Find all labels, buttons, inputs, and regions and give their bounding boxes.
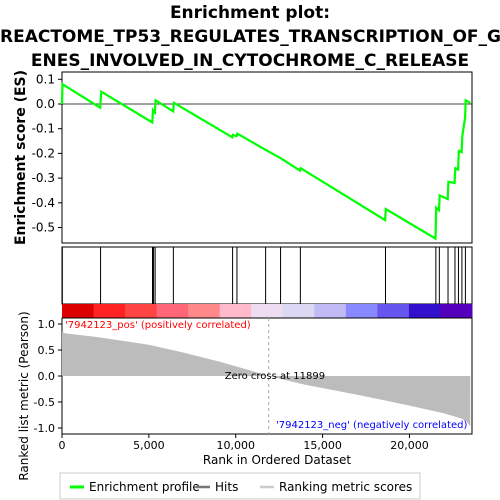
es-y-tick-label: -0.4 [32,196,55,210]
chart-title-line-1: Enrichment plot: [169,3,331,23]
colorbar-segment [282,304,315,318]
colorbar-segment [408,304,441,318]
hits-panel-frame [61,246,473,305]
x-tick-label: 20,000 [390,439,429,452]
enrichment-profile-line [60,82,471,241]
legend-box [59,472,421,500]
chart-title-line-3: ENES_INVOLVED_IN_CYTOCHROME_C_RELEASE [30,51,470,71]
es-y-axis-label: Enrichment score (ES) [13,70,29,245]
ranking-metric-area [62,331,471,427]
colorbar-segment [314,304,347,318]
legend-label: Ranking metric scores [279,480,412,494]
x-tick-label: 5,000 [133,439,165,452]
ranking-y-tick-label: -1.0 [34,422,55,435]
colorbar-segment [219,304,252,318]
x-tick-label: 10,000 [216,439,255,452]
chart-title-line-2: REACTOME_TP53_REGULATES_TRANSCRIPTION_OF… [0,27,500,47]
colorbar-segment [251,304,284,318]
es-y-tick-label: 0.1 [36,72,55,86]
es-y-tick-label: -0.1 [32,122,55,136]
colorbar-segment [156,304,189,318]
colorbar-segment [377,304,410,318]
ranking-y-tick-label: 0.0 [38,370,56,383]
es-y-tick-label: 0.0 [36,97,55,111]
zero-cross-label: Zero cross at 11899 [225,371,325,382]
legend-label: Hits [215,480,238,494]
colorbar-segment [62,304,95,318]
colorbar-segment [93,304,126,318]
es-y-tick-label: -0.3 [32,171,55,185]
es-panel-frame [61,71,473,244]
colorbar-segment [188,304,221,318]
x-tick-label: 15,000 [303,439,342,452]
ranking-y-tick-label: 1.0 [38,318,56,331]
colorbar-segment [125,304,158,318]
legend-label: Enrichment profile [89,480,200,494]
ranking-y-axis-label: Ranked list metric (Pearson) [17,311,31,480]
x-tick-label: 0 [59,439,66,452]
colorbar-segment [345,304,378,318]
positive-correlation-label: '7942123_pos' (positively correlated) [65,320,251,331]
es-y-tick-label: -0.2 [32,146,55,160]
ranking-y-tick-label: -0.5 [34,396,55,409]
negative-correlation-label: '7942123_neg' (negatively correlated) [276,420,467,431]
x-axis-label: Rank in Ordered Dataset [203,453,351,467]
ranking-y-tick-label: 0.5 [38,344,56,357]
es-y-tick-label: -0.5 [32,221,55,235]
colorbar-segment [440,304,473,318]
